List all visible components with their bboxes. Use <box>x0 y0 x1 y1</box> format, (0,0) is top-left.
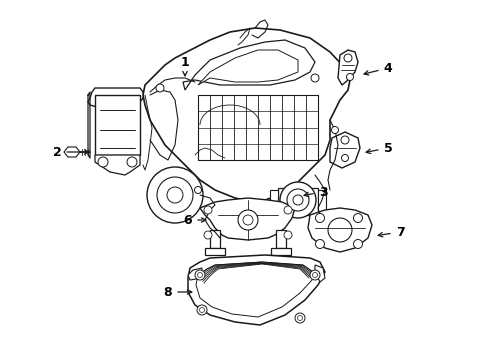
Circle shape <box>98 157 108 167</box>
Polygon shape <box>95 95 140 155</box>
Circle shape <box>195 270 205 280</box>
Polygon shape <box>271 248 291 255</box>
Polygon shape <box>276 230 286 248</box>
Circle shape <box>353 213 363 222</box>
Circle shape <box>199 307 204 312</box>
Circle shape <box>297 315 302 320</box>
Circle shape <box>167 187 183 203</box>
Polygon shape <box>95 155 140 175</box>
Circle shape <box>243 215 253 225</box>
Polygon shape <box>198 50 298 85</box>
Polygon shape <box>198 95 318 160</box>
Text: 8: 8 <box>164 285 192 298</box>
Circle shape <box>353 239 363 248</box>
Circle shape <box>197 305 207 315</box>
Circle shape <box>341 136 349 144</box>
Polygon shape <box>315 265 325 282</box>
Circle shape <box>332 126 339 134</box>
Circle shape <box>316 213 324 222</box>
Circle shape <box>204 206 212 214</box>
Circle shape <box>328 218 352 242</box>
Circle shape <box>204 231 212 239</box>
Polygon shape <box>330 132 360 168</box>
Text: 5: 5 <box>366 141 392 154</box>
Circle shape <box>295 313 305 323</box>
Polygon shape <box>143 28 350 202</box>
Circle shape <box>197 273 202 278</box>
Text: 1: 1 <box>181 55 189 76</box>
Polygon shape <box>196 262 313 317</box>
Circle shape <box>287 189 309 211</box>
Circle shape <box>293 195 303 205</box>
Circle shape <box>147 167 203 223</box>
Polygon shape <box>188 268 202 280</box>
Text: 2: 2 <box>52 145 89 158</box>
Circle shape <box>311 74 319 82</box>
Circle shape <box>156 84 164 92</box>
Polygon shape <box>308 208 372 252</box>
Polygon shape <box>318 190 326 212</box>
Circle shape <box>127 157 137 167</box>
Text: 3: 3 <box>304 185 327 198</box>
Polygon shape <box>64 147 80 157</box>
Text: 6: 6 <box>184 213 206 226</box>
Circle shape <box>195 186 201 194</box>
Text: 4: 4 <box>364 62 392 75</box>
Circle shape <box>313 273 318 278</box>
Circle shape <box>310 270 320 280</box>
Circle shape <box>280 182 316 218</box>
Circle shape <box>316 239 324 248</box>
Polygon shape <box>210 230 220 248</box>
Polygon shape <box>338 50 358 85</box>
Circle shape <box>342 154 348 162</box>
Text: 7: 7 <box>378 225 404 238</box>
Polygon shape <box>205 248 225 255</box>
Circle shape <box>157 177 193 213</box>
Circle shape <box>238 210 258 230</box>
Polygon shape <box>278 188 318 215</box>
Polygon shape <box>88 88 143 110</box>
Circle shape <box>284 206 292 214</box>
Polygon shape <box>183 40 315 90</box>
Circle shape <box>284 231 292 239</box>
Polygon shape <box>270 190 278 212</box>
Circle shape <box>344 54 352 62</box>
Polygon shape <box>188 255 325 325</box>
Circle shape <box>346 73 353 81</box>
Polygon shape <box>200 198 295 240</box>
